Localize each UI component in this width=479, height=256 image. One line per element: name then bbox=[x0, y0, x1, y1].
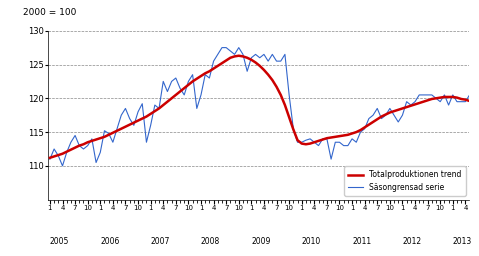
Text: 2006: 2006 bbox=[100, 237, 120, 246]
Text: 2013: 2013 bbox=[453, 237, 472, 246]
Text: 2012: 2012 bbox=[402, 237, 422, 246]
Text: 2009: 2009 bbox=[251, 237, 271, 246]
Text: 2000 = 100: 2000 = 100 bbox=[23, 8, 76, 17]
Legend: Totalproduktionen trend, Säsongrensad serie: Totalproduktionen trend, Säsongrensad se… bbox=[344, 166, 466, 196]
Text: 2007: 2007 bbox=[150, 237, 170, 246]
Text: 2005: 2005 bbox=[50, 237, 69, 246]
Text: 2008: 2008 bbox=[201, 237, 220, 246]
Text: 2011: 2011 bbox=[352, 237, 371, 246]
Text: 2010: 2010 bbox=[302, 237, 321, 246]
